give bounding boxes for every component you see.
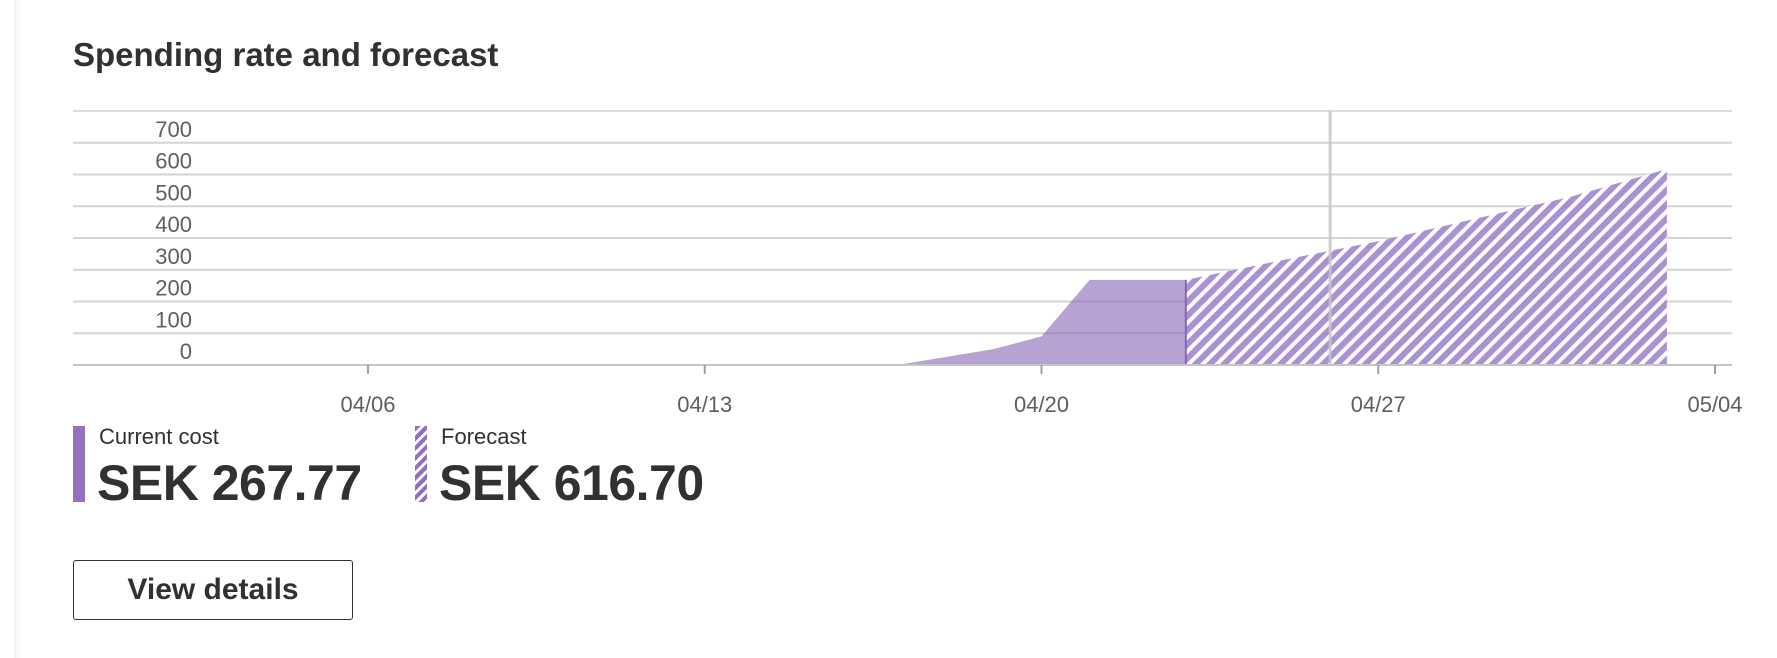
current-cost-swatch-icon	[73, 426, 85, 502]
spending-chart: 0 100 200 300 400 500 600 700 04/06 04/13 04/20 04/…	[73, 110, 1743, 417]
card-left-edge	[14, 0, 23, 658]
view-details-button[interactable]: View details	[73, 560, 353, 620]
card-title: Spending rate and forecast	[73, 36, 499, 73]
x-tick-label: 04/13	[677, 392, 732, 417]
y-tick-label: 400	[155, 212, 192, 237]
y-tick-label: 0	[180, 339, 192, 364]
current-cost-area	[897, 279, 1186, 365]
y-tick-label: 300	[155, 244, 192, 269]
y-tick-label: 100	[155, 307, 192, 332]
forecast-area	[1185, 169, 1667, 365]
y-tick-label: 600	[155, 149, 192, 174]
forecast-label: Forecast	[441, 424, 527, 449]
x-tick-label: 04/27	[1351, 392, 1406, 417]
y-tick-label: 700	[155, 117, 192, 142]
current-cost-label: Current cost	[99, 424, 219, 449]
forecast-value: SEK 616.70	[439, 455, 704, 511]
x-tick-label: 05/04	[1687, 392, 1742, 417]
y-tick-label: 500	[155, 180, 192, 205]
forecast-swatch-icon	[415, 426, 427, 502]
x-tick-label: 04/20	[1014, 392, 1069, 417]
x-tick-label: 04/06	[340, 392, 395, 417]
y-tick-label: 200	[155, 276, 192, 301]
current-cost-value: SEK 267.77	[97, 455, 362, 511]
